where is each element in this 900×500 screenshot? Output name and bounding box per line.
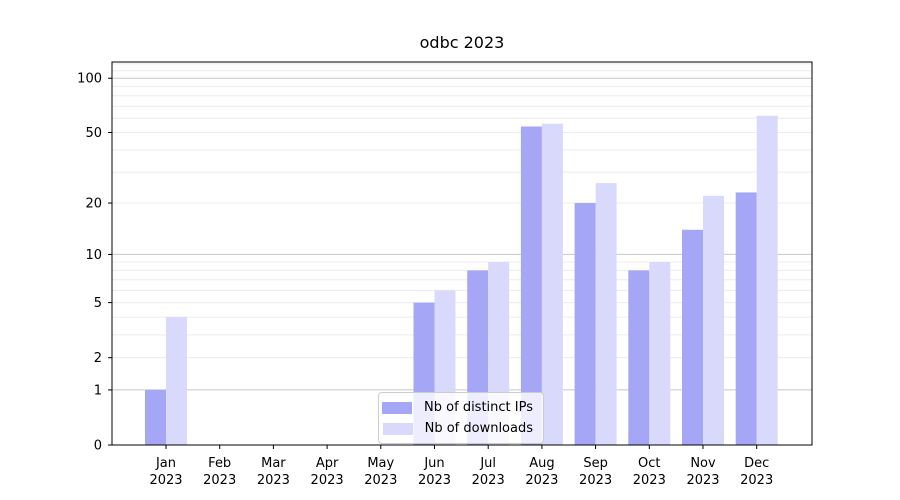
chart-title: odbc 2023: [419, 33, 505, 52]
x-tick-label-year: 2023: [364, 473, 397, 488]
bar-oct-downloads: [649, 262, 671, 445]
legend-label-downloads: Nb of downloads: [424, 421, 533, 436]
y-tick-label: 50: [85, 126, 102, 141]
x-tick-label-year: 2023: [203, 473, 236, 488]
legend-item-downloads: Nb of downloads: [382, 421, 533, 436]
y-tick-label: 10: [85, 248, 102, 263]
bar-aug-downloads: [541, 123, 563, 446]
legend: Nb of distinct IPs Nb of downloads: [378, 392, 544, 444]
x-tick-label-year: 2023: [257, 473, 290, 488]
x-tick-label-month: Mar: [261, 456, 286, 471]
x-tick-label-year: 2023: [579, 473, 612, 488]
bar-nov-ips: [682, 229, 703, 445]
bar-sep-ips: [574, 203, 596, 445]
x-tick-label-year: 2023: [418, 473, 451, 488]
y-tick-label: 2: [94, 351, 102, 366]
x-tick-label-year: 2023: [149, 473, 182, 488]
y-tick-label: 5: [94, 296, 102, 311]
legend-swatch-distinct-ips: [382, 401, 413, 414]
x-tick-label-year: 2023: [740, 473, 773, 488]
legend-label-distinct-ips: Nb of distinct IPs: [424, 400, 533, 415]
x-tick-label-month: Oct: [638, 456, 660, 471]
x-tick-label-month: Jul: [479, 456, 496, 471]
x-tick-label-month: Jun: [423, 456, 444, 471]
bar-jan-downloads: [166, 317, 187, 445]
x-tick-label-month: Apr: [316, 456, 339, 471]
x-tick-label-year: 2023: [311, 473, 344, 488]
bar-nov-downloads: [703, 195, 724, 445]
legend-item-distinct-ips: Nb of distinct IPs: [382, 400, 533, 415]
y-tick-label: 100: [77, 72, 102, 87]
x-tick-label-month: Feb: [208, 456, 231, 471]
x-tick-label-year: 2023: [525, 473, 558, 488]
x-tick-label-month: Nov: [690, 456, 716, 471]
bar-sep-downloads: [595, 183, 617, 445]
x-tick-label-month: Sep: [583, 456, 608, 471]
x-tick-label-year: 2023: [686, 473, 719, 488]
bar-aug-ips: [520, 126, 542, 446]
plot-frame: [111, 61, 813, 446]
x-tick-label-year: 2023: [633, 473, 666, 488]
y-tick-label: 0: [94, 439, 102, 454]
x-tick-label-month: Jan: [155, 456, 176, 471]
y-tick-label: 20: [85, 197, 102, 212]
x-tick-label-month: May: [367, 456, 394, 471]
bar-oct-ips: [628, 270, 650, 445]
bar-jan-ips: [145, 389, 166, 445]
x-tick-label-year: 2023: [472, 473, 505, 488]
x-tick-label-month: Aug: [529, 456, 554, 471]
y-tick-label: 1: [94, 383, 102, 398]
legend-swatch-downloads: [382, 422, 413, 435]
bar-dec-ips: [735, 192, 757, 445]
bar-dec-downloads: [756, 115, 778, 446]
x-tick-label-month: Dec: [744, 456, 769, 471]
